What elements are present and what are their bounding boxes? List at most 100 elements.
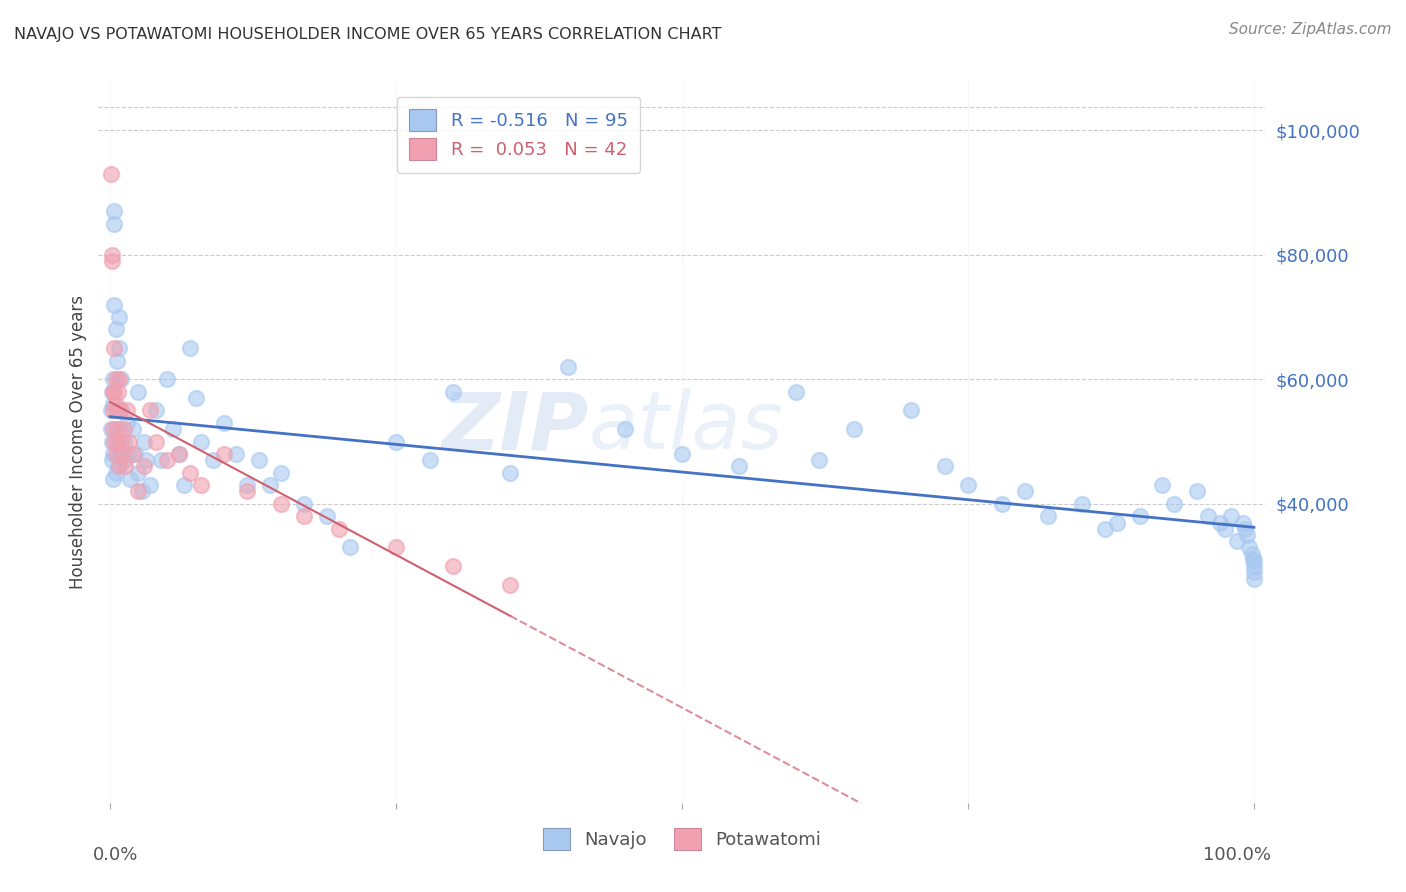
- Point: [103, 447, 125, 461]
- Point: [134, 459, 156, 474]
- Point: [190, 478, 212, 492]
- Point: [100, 422, 122, 436]
- Point: [328, 522, 350, 536]
- Point: [103, 384, 125, 399]
- Point: [112, 434, 135, 449]
- Point: [104, 372, 127, 386]
- Point: [991, 497, 1014, 511]
- Point: [127, 466, 149, 480]
- Point: [103, 472, 125, 486]
- Point: [292, 497, 315, 511]
- Point: [214, 416, 236, 430]
- Point: [103, 217, 125, 231]
- Text: Source: ZipAtlas.com: Source: ZipAtlas.com: [1229, 22, 1392, 37]
- Point: [1243, 572, 1265, 586]
- Point: [557, 359, 579, 374]
- Point: [1163, 497, 1185, 511]
- Text: 100.0%: 100.0%: [1204, 847, 1271, 864]
- Point: [1014, 484, 1036, 499]
- Point: [316, 509, 339, 524]
- Point: [103, 341, 125, 355]
- Point: [173, 478, 195, 492]
- Point: [127, 384, 149, 399]
- Point: [156, 453, 179, 467]
- Point: [103, 204, 125, 219]
- Point: [108, 310, 131, 324]
- Point: [131, 484, 153, 499]
- Point: [105, 434, 128, 449]
- Point: [108, 447, 131, 461]
- Point: [270, 466, 292, 480]
- Point: [108, 459, 131, 474]
- Point: [1239, 541, 1261, 555]
- Point: [385, 434, 408, 449]
- Point: [385, 541, 408, 555]
- Point: [1241, 553, 1264, 567]
- Point: [114, 459, 136, 474]
- Point: [419, 453, 441, 467]
- Point: [104, 447, 127, 461]
- Point: [105, 403, 128, 417]
- Point: [179, 466, 201, 480]
- Point: [110, 372, 132, 386]
- Point: [101, 253, 124, 268]
- Point: [613, 422, 636, 436]
- Point: [292, 509, 315, 524]
- Point: [1215, 522, 1237, 536]
- Point: [842, 422, 865, 436]
- Point: [112, 422, 135, 436]
- Point: [101, 434, 124, 449]
- Point: [145, 434, 167, 449]
- Point: [956, 478, 979, 492]
- Legend: Navajo, Potawatomi: Navajo, Potawatomi: [534, 819, 830, 859]
- Point: [179, 341, 201, 355]
- Point: [120, 472, 142, 486]
- Point: [114, 453, 136, 467]
- Text: atlas: atlas: [589, 388, 783, 467]
- Point: [236, 484, 259, 499]
- Point: [184, 391, 207, 405]
- Point: [104, 422, 127, 436]
- Point: [1197, 509, 1219, 524]
- Point: [785, 384, 807, 399]
- Point: [499, 466, 522, 480]
- Point: [139, 403, 162, 417]
- Point: [117, 447, 139, 461]
- Point: [104, 322, 127, 336]
- Point: [1243, 566, 1265, 580]
- Point: [103, 384, 125, 399]
- Point: [104, 397, 127, 411]
- Point: [110, 403, 132, 417]
- Point: [108, 403, 131, 417]
- Point: [900, 403, 922, 417]
- Point: [107, 422, 129, 436]
- Point: [1105, 516, 1128, 530]
- Point: [100, 167, 122, 181]
- Point: [499, 578, 522, 592]
- Point: [270, 497, 292, 511]
- Point: [111, 447, 134, 461]
- Point: [139, 478, 162, 492]
- Point: [1220, 509, 1243, 524]
- Point: [150, 453, 173, 467]
- Point: [110, 434, 132, 449]
- Point: [1152, 478, 1174, 492]
- Point: [259, 478, 281, 492]
- Point: [1208, 516, 1230, 530]
- Point: [103, 372, 125, 386]
- Text: NAVAJO VS POTAWATOMI HOUSEHOLDER INCOME OVER 65 YEARS CORRELATION CHART: NAVAJO VS POTAWATOMI HOUSEHOLDER INCOME …: [14, 27, 721, 42]
- Point: [247, 453, 270, 467]
- Point: [167, 447, 190, 461]
- Point: [101, 384, 124, 399]
- Point: [1071, 497, 1094, 511]
- Point: [934, 459, 956, 474]
- Point: [100, 403, 122, 417]
- Point: [105, 353, 128, 368]
- Point: [808, 453, 831, 467]
- Point: [167, 447, 190, 461]
- Point: [104, 466, 127, 480]
- Text: 0.0%: 0.0%: [93, 847, 138, 864]
- Point: [225, 447, 247, 461]
- Point: [115, 403, 138, 417]
- Point: [1243, 559, 1265, 574]
